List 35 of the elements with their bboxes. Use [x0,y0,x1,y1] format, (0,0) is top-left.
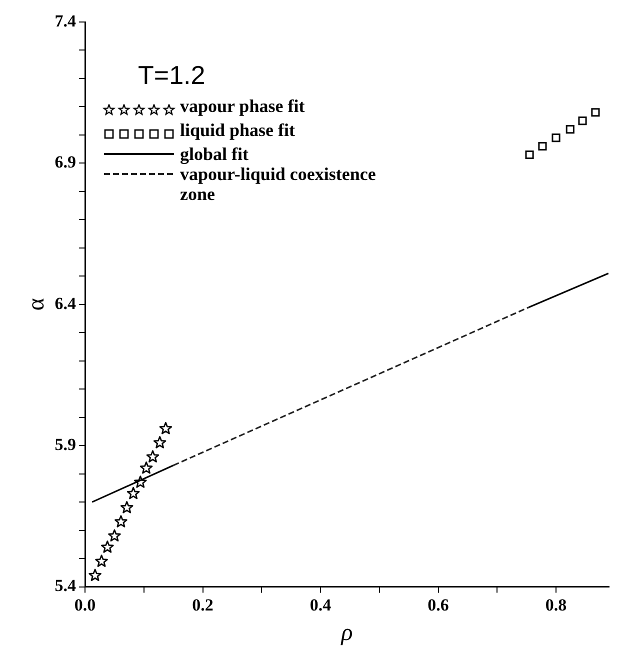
x-tick-label: 0.4 [310,595,332,614]
point [101,540,114,553]
point [134,476,147,488]
legend-label: liquid phase fit [180,120,296,140]
point [153,436,166,448]
legend-label: vapour-liquid coexistence zone [180,164,377,204]
x-tick-label: 0.8 [545,595,567,614]
y-tick-label: 7.4 [54,11,77,30]
point [114,515,128,528]
y-tick-label: 5.4 [54,576,77,596]
point [95,554,108,567]
point [525,150,534,160]
x-tick-label: 0.2 [192,595,214,614]
x-tick-label: 0.0 [74,595,96,614]
point [538,142,547,151]
x-axis-title: ρ [340,620,353,646]
point [88,568,102,582]
y-axis-title: α [24,298,50,311]
legend-label: global fit [180,144,249,164]
point [126,486,140,500]
point [146,450,160,462]
point [108,529,121,542]
point [591,108,600,117]
y-tick-label: 6.9 [54,152,76,172]
point [140,461,153,474]
point [120,501,134,514]
annotation: T=1.2 [138,60,206,91]
x-tick-label: 0.6 [428,595,449,614]
point [566,125,574,134]
legend-label: vapour phase fit [180,96,305,116]
y-tick-label: 6.4 [54,294,77,313]
point [159,422,172,434]
y-tick-label: 5.9 [54,434,76,454]
point [578,116,587,126]
point [552,134,560,142]
